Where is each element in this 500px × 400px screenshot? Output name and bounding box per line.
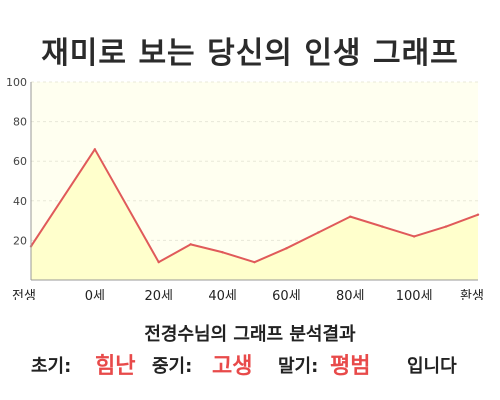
- area-fill: [31, 149, 478, 280]
- data-point: [93, 148, 97, 151]
- data-point: [157, 260, 160, 264]
- y-tick-label: 60: [13, 155, 27, 168]
- data-point: [381, 225, 384, 228]
- data-point: [221, 251, 224, 254]
- x-tick-label: 40세: [208, 289, 237, 300]
- x-tick-label: 60세: [272, 289, 301, 300]
- y-tick-label: 40: [13, 195, 27, 208]
- early-label: 초기:: [31, 356, 72, 377]
- x-tick-label: 전생: [12, 289, 36, 300]
- suffix-text: 입니다: [407, 356, 457, 377]
- page-title: 재미로 보는 당신의 인생 그래프: [41, 36, 459, 71]
- data-point: [317, 231, 320, 234]
- late-value: 평범: [330, 354, 371, 379]
- data-point: [349, 215, 352, 218]
- data-point: [285, 247, 288, 250]
- x-tick-label: 환생: [460, 289, 484, 300]
- x-tick-label: 100세: [396, 289, 433, 300]
- data-point: [189, 243, 192, 246]
- y-tick-label: 20: [13, 234, 27, 247]
- life-graph-chart: 100 80 60 40 20 전생 0세 20세 40세 60세 80세 100세 환생: [6, 76, 484, 300]
- data-point: [476, 213, 480, 216]
- late-label: 말기:: [278, 356, 319, 377]
- middle-value: 고생: [212, 354, 253, 379]
- data-point: [253, 260, 256, 264]
- middle-label: 중기:: [152, 356, 193, 377]
- x-tick-label: 0세: [85, 289, 105, 300]
- x-tick-label: 80세: [336, 289, 365, 300]
- y-tick-label: 100: [6, 76, 27, 89]
- y-tick-label: 80: [13, 116, 27, 129]
- early-value: 힘난: [95, 354, 136, 379]
- x-tick-label: 20세: [144, 289, 173, 300]
- data-point: [412, 235, 416, 238]
- analysis-title: 전경수님의 그래프 분석결과: [144, 324, 356, 345]
- data-point: [444, 225, 448, 228]
